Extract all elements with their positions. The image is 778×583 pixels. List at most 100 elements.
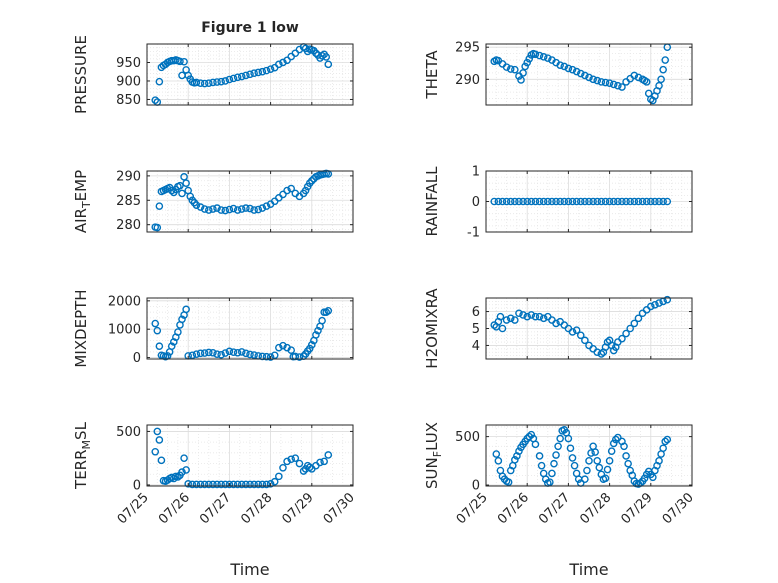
data-point — [200, 205, 209, 213]
data-point — [262, 352, 271, 361]
data-point — [324, 60, 333, 69]
x-tick-label: 07/28 — [577, 490, 614, 527]
data-point — [535, 51, 544, 60]
y-tick-label: 950 — [116, 56, 141, 71]
data-point — [603, 465, 612, 474]
data-point — [229, 480, 238, 489]
data-point — [597, 350, 606, 358]
data-point — [651, 197, 659, 206]
data-point — [200, 480, 209, 489]
data-point — [186, 192, 195, 201]
grid — [146, 170, 354, 232]
data-point — [324, 451, 333, 459]
data-point — [262, 480, 271, 489]
data-point — [301, 186, 310, 195]
data-point — [647, 302, 655, 311]
y-tick-label: 295 — [455, 41, 480, 56]
data-point — [630, 71, 639, 80]
data-point — [279, 190, 287, 199]
data-point — [651, 300, 659, 309]
data-point — [556, 434, 564, 443]
data-point — [659, 444, 667, 453]
data-point — [180, 173, 188, 181]
data-point — [511, 456, 519, 464]
data-point — [634, 197, 643, 206]
data-point — [225, 347, 234, 356]
data-point — [213, 480, 221, 489]
data-point — [153, 223, 162, 232]
data-series — [492, 426, 672, 488]
data-point — [180, 57, 188, 66]
data-point — [182, 179, 190, 187]
data-point — [153, 427, 162, 436]
data-point — [233, 206, 242, 214]
data-point — [204, 480, 213, 489]
data-point — [640, 474, 649, 483]
data-point — [550, 459, 558, 468]
data-point — [250, 480, 258, 489]
data-point — [178, 468, 186, 476]
data-point — [655, 299, 663, 307]
data-point — [504, 478, 513, 486]
data-point — [184, 480, 192, 488]
data-point — [568, 197, 577, 206]
data-point — [229, 204, 238, 213]
data-point — [585, 457, 593, 465]
y-tick-label: 500 — [116, 425, 141, 440]
data-point — [221, 206, 230, 215]
data-point — [585, 73, 593, 82]
data-point — [581, 71, 589, 80]
data-point — [178, 189, 186, 198]
data-point — [626, 324, 635, 333]
data-point — [622, 452, 630, 460]
data-point — [192, 201, 201, 209]
data-point — [591, 448, 599, 456]
data-point — [548, 469, 556, 478]
data-point — [305, 344, 314, 353]
data-point — [167, 186, 176, 195]
data-point — [192, 350, 201, 358]
y-axis-label: MIXDEPTH — [72, 289, 90, 367]
data-point — [266, 480, 275, 488]
y-tick-label: 5 — [472, 322, 480, 337]
data-point — [552, 319, 560, 328]
data-point — [270, 477, 279, 486]
data-point — [535, 197, 544, 206]
data-point — [614, 81, 622, 90]
data-point — [593, 197, 602, 206]
axes-box — [146, 424, 354, 487]
data-point — [209, 205, 217, 213]
grid — [485, 297, 693, 360]
data-point — [283, 457, 291, 466]
data-point — [642, 78, 651, 86]
data-point — [661, 437, 670, 446]
data-point — [539, 197, 548, 206]
subplot-theta: 290 295 THETA — [423, 41, 693, 106]
subplot-mixdepth: 0 1000 2000 MIXDEPTH — [72, 289, 354, 368]
data-point — [535, 312, 544, 321]
data-series — [151, 43, 333, 106]
data-point — [539, 314, 548, 323]
data-point — [204, 348, 213, 357]
data-point — [229, 74, 238, 83]
data-point — [630, 319, 639, 328]
axes-box — [146, 170, 354, 233]
x-tick-label: 07/26 — [156, 490, 193, 527]
subplot-h2omixra: 4 5 6 H2OMIXRA — [423, 288, 693, 369]
data-point — [225, 205, 234, 214]
data-point — [242, 349, 250, 358]
data-point — [527, 430, 536, 439]
data-series — [490, 197, 672, 206]
data-point — [279, 464, 287, 472]
data-point — [548, 197, 556, 206]
data-point — [655, 457, 663, 465]
data-point — [587, 449, 595, 457]
data-point — [502, 197, 511, 206]
x-tick-label: 07/29 — [280, 490, 317, 527]
data-point — [250, 69, 258, 78]
data-point — [155, 436, 164, 444]
data-point — [659, 65, 667, 74]
data-point — [506, 314, 515, 323]
data-point — [490, 197, 499, 206]
data-point — [295, 459, 304, 468]
